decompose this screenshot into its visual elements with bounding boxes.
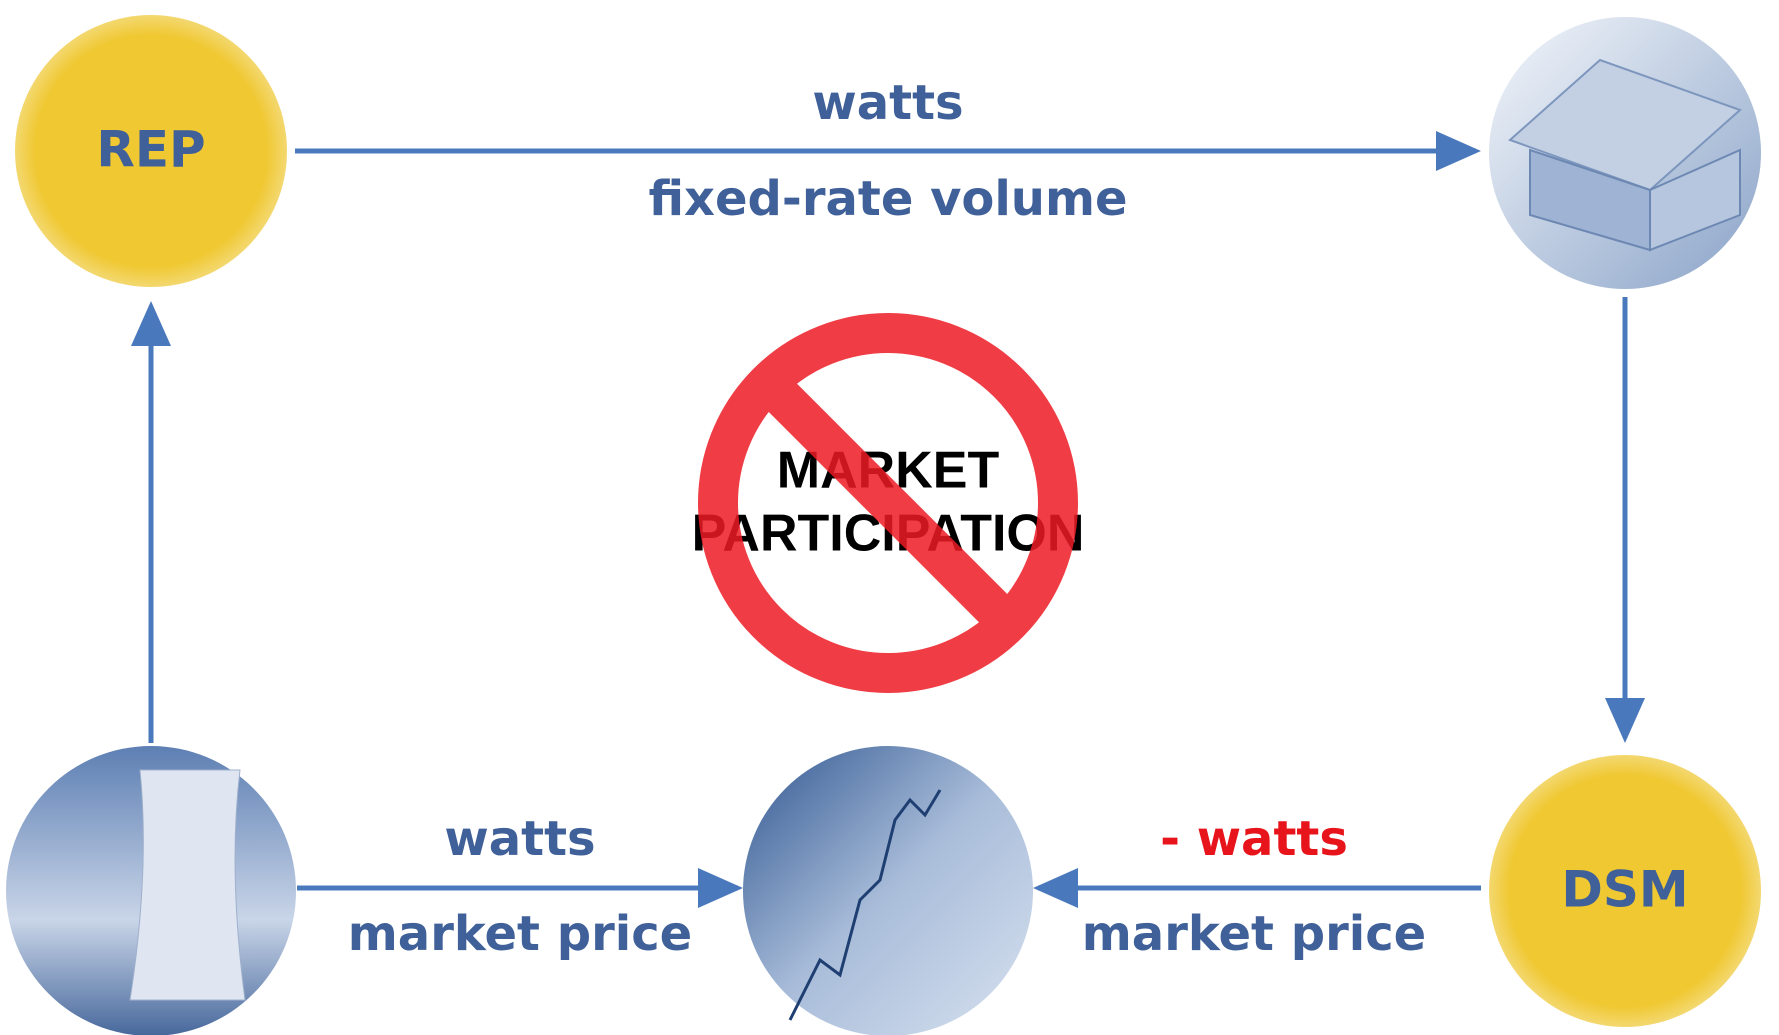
- edge-label: market price: [348, 906, 692, 962]
- no-sign: [718, 333, 1058, 673]
- power-plant-image: [6, 746, 296, 1035]
- edge-label: market price: [1082, 906, 1426, 962]
- diagram: REP DSM watts fixed-rate volume watts ma…: [0, 0, 1779, 1035]
- market-chart-image: [743, 746, 1033, 1035]
- node-label: DSM: [1561, 861, 1688, 919]
- node-label: REP: [96, 121, 205, 179]
- money-house-image: [1489, 17, 1761, 289]
- edge-label: - watts: [1160, 811, 1348, 867]
- edge-label: watts: [444, 811, 595, 867]
- edge-label: watts: [812, 75, 963, 131]
- edge-label: fixed-rate volume: [648, 171, 1127, 227]
